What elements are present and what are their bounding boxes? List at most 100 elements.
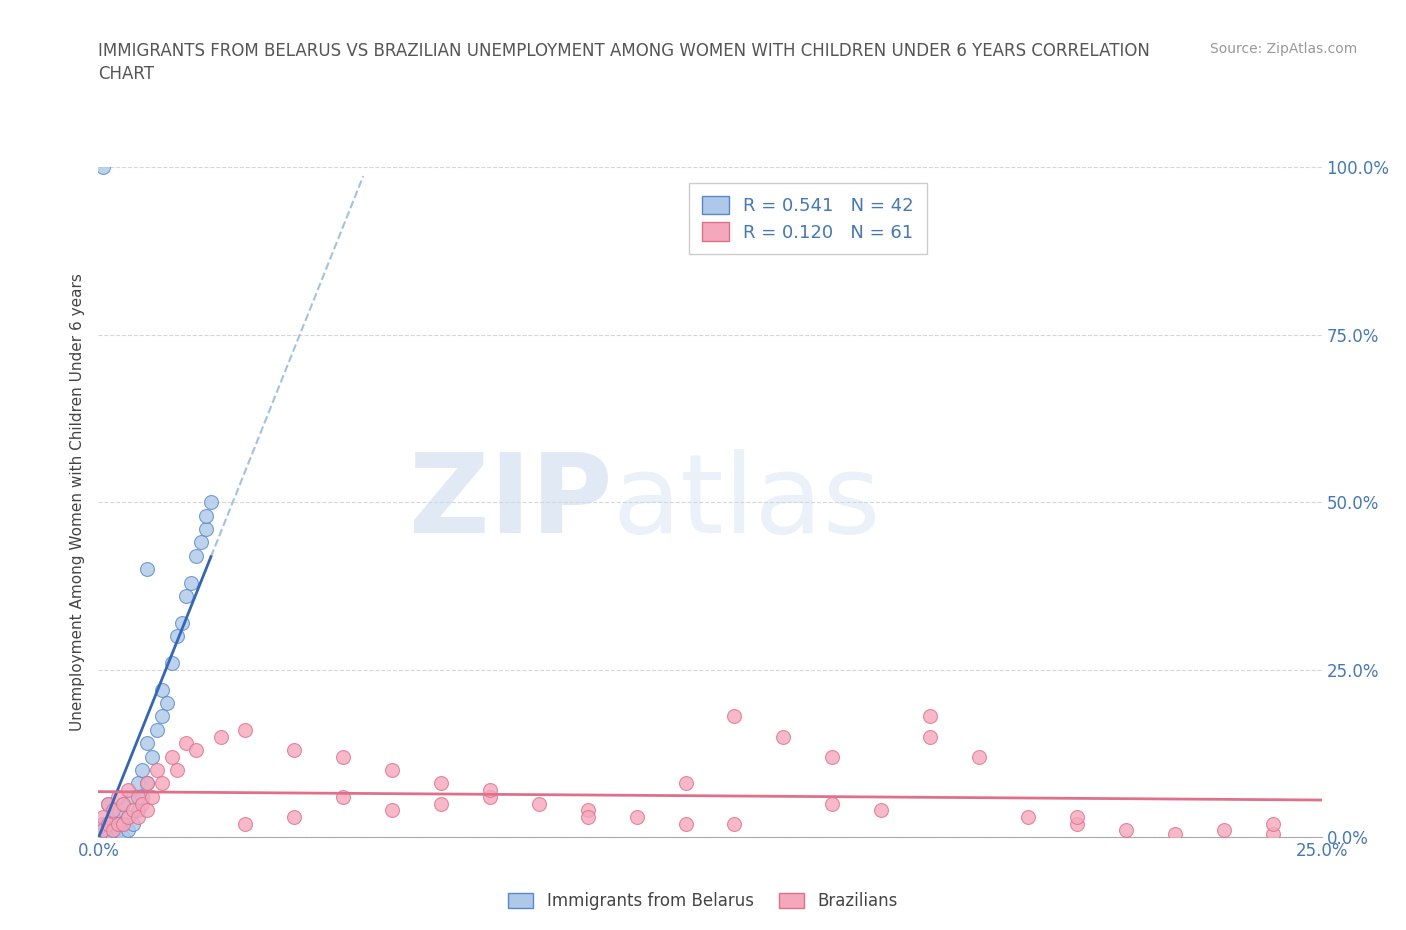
Point — [91, 817, 114, 831]
Text: CHART: CHART — [98, 65, 155, 83]
Point — [136, 803, 159, 817]
Point — [233, 817, 256, 831]
Point — [332, 790, 354, 804]
Point — [1261, 817, 1284, 831]
Point — [111, 796, 134, 811]
Point — [141, 790, 163, 804]
Point — [821, 796, 844, 811]
Point — [131, 796, 153, 811]
Point — [91, 823, 114, 838]
Point — [127, 803, 149, 817]
Point — [190, 535, 212, 550]
Point — [150, 683, 173, 698]
Point — [97, 796, 120, 811]
Point — [91, 160, 114, 175]
Point — [136, 776, 159, 790]
Point — [478, 790, 501, 804]
Point — [136, 562, 159, 577]
Point — [1017, 809, 1039, 824]
Y-axis label: Unemployment Among Women with Children Under 6 years: Unemployment Among Women with Children U… — [69, 273, 84, 731]
Point — [200, 495, 222, 510]
Text: IMMIGRANTS FROM BELARUS VS BRAZILIAN UNEMPLOYMENT AMONG WOMEN WITH CHILDREN UNDE: IMMIGRANTS FROM BELARUS VS BRAZILIAN UNE… — [98, 42, 1150, 60]
Point — [111, 796, 134, 811]
Point — [131, 790, 153, 804]
Point — [91, 823, 114, 838]
Point — [141, 750, 163, 764]
Point — [101, 823, 124, 838]
Point — [920, 729, 942, 744]
Point — [156, 696, 179, 711]
Legend: R = 0.541   N = 42, R = 0.120   N = 61: R = 0.541 N = 42, R = 0.120 N = 61 — [689, 183, 927, 254]
Point — [107, 803, 129, 817]
Point — [146, 763, 169, 777]
Text: ZIP: ZIP — [409, 448, 612, 556]
Point — [381, 803, 404, 817]
Point — [381, 763, 404, 777]
Point — [675, 817, 697, 831]
Point — [723, 709, 745, 724]
Point — [97, 817, 120, 831]
Point — [117, 809, 139, 824]
Point — [180, 575, 202, 590]
Point — [136, 776, 159, 790]
Point — [920, 709, 942, 724]
Point — [723, 817, 745, 831]
Point — [233, 723, 256, 737]
Point — [1164, 826, 1187, 841]
Point — [186, 742, 208, 757]
Point — [117, 823, 139, 838]
Point — [111, 817, 134, 831]
Point — [97, 817, 120, 831]
Point — [107, 790, 129, 804]
Point — [101, 809, 124, 824]
Point — [136, 736, 159, 751]
Point — [1066, 809, 1088, 824]
Point — [160, 750, 183, 764]
Point — [195, 522, 218, 537]
Point — [209, 729, 232, 744]
Point — [675, 776, 697, 790]
Point — [166, 629, 188, 644]
Point — [107, 823, 129, 838]
Point — [430, 776, 453, 790]
Point — [870, 803, 893, 817]
Point — [283, 809, 305, 824]
Point — [131, 763, 153, 777]
Point — [1066, 817, 1088, 831]
Point — [186, 549, 208, 564]
Point — [195, 508, 218, 523]
Point — [117, 783, 139, 798]
Point — [170, 616, 193, 631]
Point — [772, 729, 794, 744]
Point — [91, 830, 114, 844]
Text: Source: ZipAtlas.com: Source: ZipAtlas.com — [1209, 42, 1357, 56]
Point — [127, 790, 149, 804]
Text: atlas: atlas — [612, 448, 880, 556]
Point — [107, 817, 129, 831]
Point — [478, 783, 501, 798]
Point — [146, 723, 169, 737]
Point — [430, 796, 453, 811]
Point — [150, 709, 173, 724]
Point — [97, 796, 120, 811]
Point — [176, 736, 198, 751]
Point — [121, 790, 143, 804]
Point — [626, 809, 648, 824]
Point — [127, 809, 149, 824]
Point — [111, 830, 134, 844]
Point — [527, 796, 550, 811]
Point — [111, 817, 134, 831]
Point — [97, 830, 120, 844]
Point — [121, 803, 143, 817]
Legend: Immigrants from Belarus, Brazilians: Immigrants from Belarus, Brazilians — [502, 885, 904, 917]
Point — [160, 656, 183, 671]
Point — [967, 750, 990, 764]
Point — [101, 823, 124, 838]
Point — [1115, 823, 1137, 838]
Point — [127, 776, 149, 790]
Point — [332, 750, 354, 764]
Point — [121, 817, 143, 831]
Point — [91, 809, 114, 824]
Point — [176, 589, 198, 604]
Point — [1261, 826, 1284, 841]
